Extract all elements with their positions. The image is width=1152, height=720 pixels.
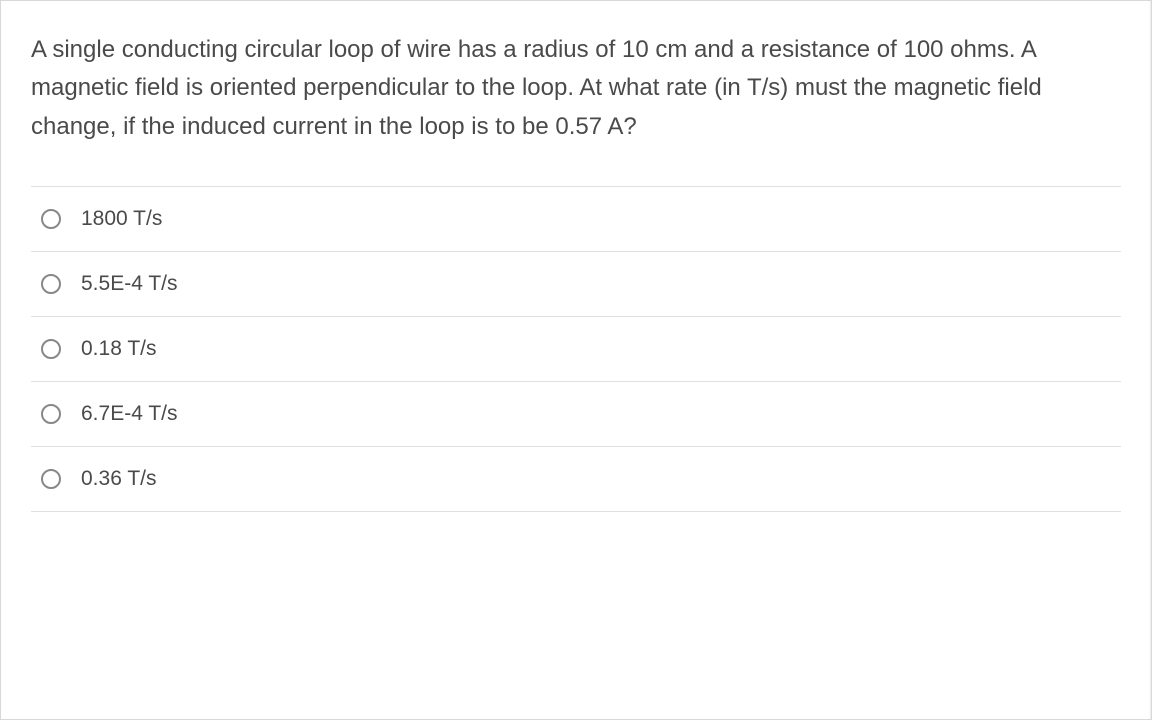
question-card: A single conducting circular loop of wir… [0, 0, 1152, 720]
option-label: 0.36 T/s [81, 467, 157, 491]
option-label: 1800 T/s [81, 207, 162, 231]
option-row[interactable]: 5.5E-4 T/s [31, 251, 1121, 316]
option-label: 0.18 T/s [81, 337, 157, 361]
right-shadow [1149, 1, 1151, 719]
option-row[interactable]: 0.18 T/s [31, 316, 1121, 381]
radio-icon[interactable] [41, 209, 61, 229]
radio-icon[interactable] [41, 469, 61, 489]
options-container: 1800 T/s 5.5E-4 T/s 0.18 T/s 6.7E-4 T/s … [1, 166, 1151, 542]
option-label: 6.7E-4 T/s [81, 402, 178, 426]
option-row[interactable]: 0.36 T/s [31, 446, 1121, 512]
radio-icon[interactable] [41, 339, 61, 359]
option-row[interactable]: 6.7E-4 T/s [31, 381, 1121, 446]
option-label: 5.5E-4 T/s [81, 272, 178, 296]
radio-icon[interactable] [41, 274, 61, 294]
question-text: A single conducting circular loop of wir… [1, 1, 1151, 166]
option-row[interactable]: 1800 T/s [31, 186, 1121, 251]
radio-icon[interactable] [41, 404, 61, 424]
